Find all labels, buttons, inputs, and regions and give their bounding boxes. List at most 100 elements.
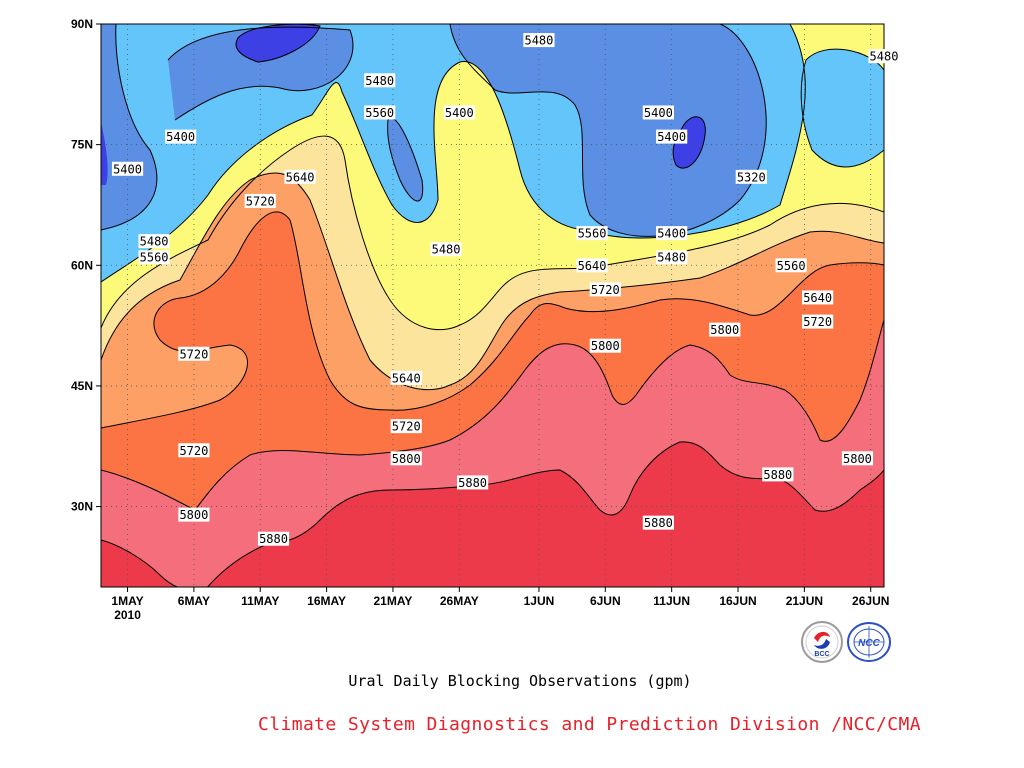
contour-label-text: 5800	[843, 452, 872, 466]
contour-label: 5720	[390, 419, 422, 434]
fill-5320-5400-jun	[450, 24, 767, 237]
contour-label-text: 5720	[591, 283, 620, 297]
fill-5320-5400-trough	[387, 118, 423, 202]
x-tick-label: 21MAY	[374, 594, 413, 608]
contour-label: 5640	[802, 290, 834, 305]
contour-label-text: 5720	[392, 420, 421, 434]
contour-label: 5560	[138, 250, 170, 265]
contour-label-text: 5880	[458, 476, 487, 490]
tick-marks	[96, 23, 872, 592]
contour-label: 5560	[775, 258, 807, 273]
contour-label: 5560	[364, 105, 396, 120]
y-tick-label: 30N	[71, 500, 93, 514]
contour-label-text: 5400	[657, 227, 686, 241]
contour-label-text: 5560	[140, 251, 169, 265]
contour-label-text: 5320	[737, 170, 766, 184]
contour-label: 5400	[165, 129, 197, 144]
contour-label-text: 5800	[710, 323, 739, 337]
contour-label-text: 5480	[432, 243, 461, 257]
contour-label: 5720	[589, 282, 621, 297]
y-tick-label: 90N	[71, 17, 93, 31]
contour-label: 5320	[735, 169, 767, 184]
x-tick-label: 11MAY	[241, 594, 279, 608]
contour-label-text: 5480	[365, 74, 394, 88]
contour-label-text: 5560	[578, 227, 607, 241]
fill-below-5320-west	[101, 122, 108, 185]
contour-label: 5400	[642, 105, 674, 120]
contour-label-text: 5400	[657, 130, 686, 144]
contour-label: 5800	[589, 338, 621, 353]
x-tick-label: 21JUN	[786, 594, 823, 608]
x-tick-label: 26MAY	[440, 594, 479, 608]
contour-label: 5800	[390, 451, 422, 466]
contour-label-text: 5720	[803, 315, 832, 329]
contour-label: 5880	[257, 531, 290, 546]
contour-fills	[101, 24, 884, 587]
contour-lines	[101, 24, 884, 587]
contour-label: 5720	[178, 443, 210, 458]
x-year-label: 2010	[114, 608, 141, 622]
contour-label: 5400	[656, 226, 688, 241]
x-tick-label: 11JUN	[653, 594, 690, 608]
fill-5320-5400-north	[168, 27, 353, 120]
ncc-logo-text: NCC	[858, 638, 880, 649]
fill-5400-5480-ne	[801, 49, 884, 167]
x-tick-label: 1JUN	[524, 594, 555, 608]
contour-label: 5880	[762, 467, 794, 482]
x-tick-label: 16JUN	[719, 594, 756, 608]
contour-label: 5640	[390, 370, 422, 385]
contour-label: 5640	[284, 169, 316, 184]
y-axis-labels: 30N 45N 60N 75N 90N	[71, 17, 93, 514]
contour-label: 5480	[868, 49, 900, 64]
contour-label: 5800	[841, 451, 874, 466]
contour-label: 5880	[456, 475, 489, 490]
contour-label-text: 5400	[113, 162, 142, 176]
contour-label: 5400	[656, 129, 688, 144]
x-tick-label: 6JUN	[590, 594, 621, 608]
contour-label-text: 5560	[365, 106, 394, 120]
plot-frame	[100, 23, 885, 588]
contour-label-text: 5720	[179, 347, 208, 361]
contour-label: 5720	[244, 193, 276, 208]
contour-label-text: 5480	[524, 34, 553, 48]
contour-label-text: 5480	[657, 251, 686, 265]
grid-lines	[101, 24, 884, 587]
x-tick-label: 6MAY	[178, 594, 210, 608]
contour-label-text: 5720	[179, 444, 208, 458]
contour-label: 5480	[523, 33, 555, 48]
contour-label-text: 5640	[392, 371, 421, 385]
contour-label: 5480	[138, 234, 170, 249]
x-tick-label: 1MAY	[111, 594, 143, 608]
contour-label-text: 5480	[870, 50, 899, 64]
contour-label: 5480	[656, 250, 688, 265]
y-tick-label: 75N	[71, 138, 93, 152]
y-tick-label: 60N	[71, 258, 93, 272]
bcc-logo-text: BCC	[814, 651, 829, 658]
contour-label: 5400	[111, 161, 144, 176]
contour-label-text: 5880	[763, 468, 792, 482]
contour-label-text: 5640	[578, 259, 607, 273]
contour-label: 5800	[178, 507, 210, 522]
contour-label-text: 5400	[445, 106, 474, 120]
contour-label-text: 5480	[140, 235, 169, 249]
contour-label-text: 5880	[644, 516, 673, 530]
contour-label: 5560	[576, 226, 608, 241]
contour-label: 5640	[576, 258, 608, 273]
contour-label: 5720	[802, 314, 834, 329]
chart-title: Ural Daily Blocking Observations (gpm)	[348, 672, 692, 690]
x-tick-label: 26JUN	[852, 594, 889, 608]
contour-label: 5800	[709, 322, 741, 337]
contour-label: 5400	[443, 105, 475, 120]
contour-label-text: 5800	[392, 452, 421, 466]
credit-line: Climate System Diagnostics and Predictio…	[258, 714, 921, 735]
contour-label: 5480	[364, 73, 396, 88]
contour-label-text: 5560	[777, 259, 806, 273]
ncc-logo: NCC	[847, 622, 891, 662]
y-tick-label: 45N	[71, 379, 93, 393]
contour-label: 5880	[642, 515, 674, 530]
contour-label-text: 5400	[644, 106, 673, 120]
contour-label: 5720	[178, 346, 210, 361]
fill-above-5880	[101, 441, 884, 587]
contour-label-text: 5400	[166, 130, 195, 144]
